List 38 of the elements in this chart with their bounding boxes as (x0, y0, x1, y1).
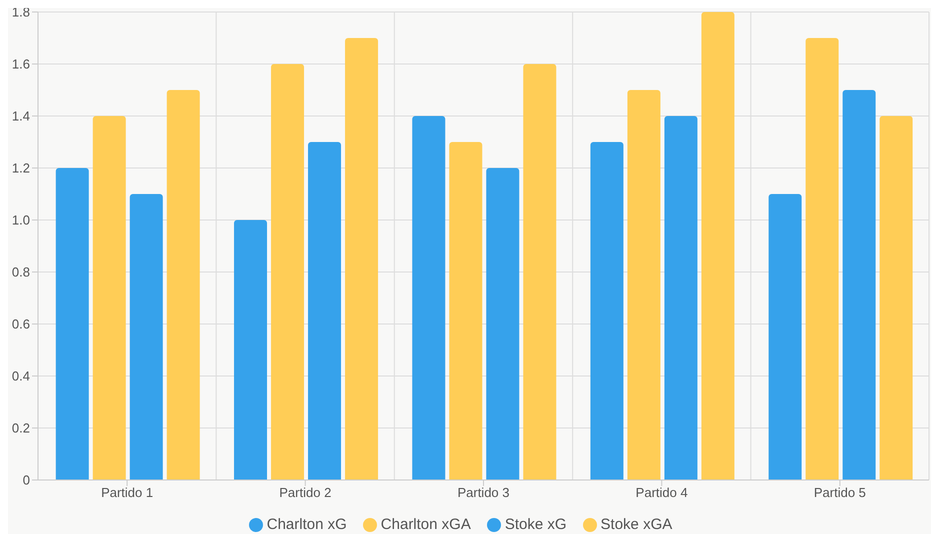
x-tick-label: Partido 5 (814, 485, 866, 500)
bar (590, 142, 624, 480)
legend-label: Charlton xG (266, 516, 347, 533)
y-tick-label: 1.4 (12, 108, 30, 124)
bar (806, 38, 839, 480)
bar (880, 116, 913, 480)
x-tick-label: Partido 1 (101, 485, 154, 500)
y-tick-label: 0 (22, 472, 30, 488)
y-tick-label: 1.0 (12, 212, 30, 228)
bar (271, 64, 304, 480)
legend-label: Charlton xGA (380, 516, 471, 533)
bar (523, 64, 556, 480)
x-tick-label: Partido 3 (457, 485, 510, 500)
x-tick-label: Partido 4 (636, 485, 688, 500)
bar (234, 220, 268, 480)
bar (701, 12, 734, 480)
bar (166, 90, 200, 480)
bar (345, 38, 378, 480)
bar (627, 90, 660, 480)
x-tick-label: Partido 2 (279, 485, 332, 500)
bar (768, 194, 802, 480)
y-tick-label: 0.4 (12, 368, 30, 384)
y-tick-label: 0.8 (12, 264, 30, 280)
legend-label: Stoke xGA (600, 516, 672, 533)
y-tick-label: 1.6 (12, 56, 30, 72)
bar (449, 142, 482, 480)
bar (486, 168, 520, 480)
bar (308, 142, 342, 480)
y-tick-label: 1.2 (12, 160, 30, 176)
y-tick-label: 0.6 (12, 316, 30, 332)
bar (412, 116, 446, 480)
bar (92, 116, 126, 480)
bar (130, 194, 163, 480)
bar (842, 90, 876, 480)
legend-label: Stoke xG (504, 516, 567, 533)
bar (56, 168, 89, 480)
bar (664, 116, 698, 480)
y-tick-label: 0.2 (12, 420, 30, 436)
